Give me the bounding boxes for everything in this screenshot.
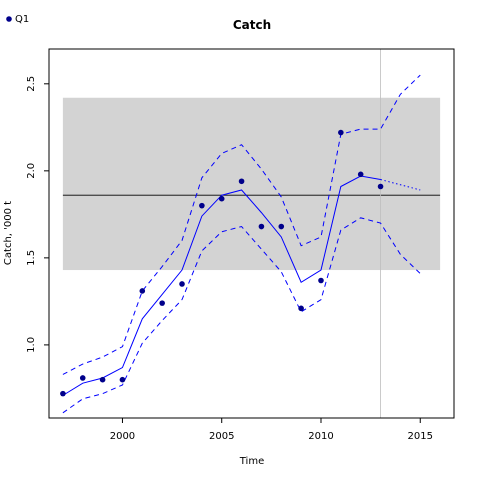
data-point [318,277,324,284]
y-axis-title: Catch, '000 t [3,201,14,265]
y-axis: 1.0 1.5 2.0 2.5 [26,76,49,353]
y-tick-label: 1.0 [26,337,37,353]
legend: Q1 [6,14,29,25]
plot-frame [48,48,455,419]
data-point [258,223,265,230]
x-axis-title: Time [239,456,264,467]
data-point [238,178,245,185]
chart-title: Catch [233,18,271,32]
data-point [159,300,165,306]
legend-marker-q1 [6,16,12,22]
data-point [298,305,304,312]
series-line-dotted-4 [380,179,421,191]
x-tick-label: 2005 [209,431,234,442]
data-point [357,171,364,178]
series-line-dashed-2 [62,74,421,375]
data-point [218,195,225,202]
uncertainty-band [62,97,441,271]
data-point [79,375,86,381]
data-point [60,390,66,397]
data-point [99,376,106,383]
data-point [278,223,285,230]
x-tick-label: 2010 [308,431,333,442]
data-point [139,288,146,294]
data-point [377,183,384,190]
plot-area [60,49,441,418]
series-line-dashed-3 [62,217,421,414]
y-tick-label: 2.0 [26,163,37,179]
legend-label-q1: Q1 [15,14,29,25]
series-line-solid-1 [62,175,381,396]
x-tick-label: 2015 [408,431,433,442]
y-tick-label: 2.5 [26,76,37,92]
data-point [179,281,185,287]
data-point [119,376,126,383]
y-tick-label: 1.5 [26,250,37,266]
x-axis: 2000 2005 2010 2015 [110,418,433,442]
data-point [199,202,205,209]
data-point [338,129,344,136]
x-tick-label: 2000 [110,431,135,442]
